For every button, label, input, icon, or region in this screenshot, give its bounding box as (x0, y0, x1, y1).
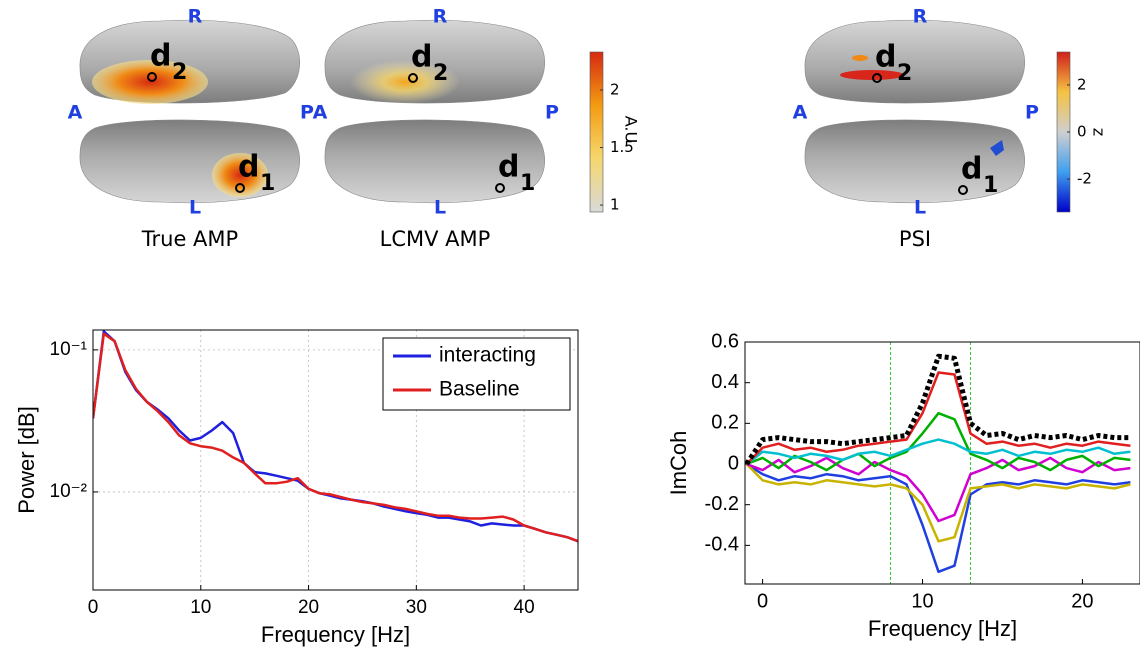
colorbar-label: A.U. (622, 116, 641, 149)
x-tick-label: 30 (406, 597, 427, 618)
source-marker (495, 183, 505, 193)
axes-box (92, 329, 579, 591)
colorbar-label: z (1090, 128, 1109, 136)
x-tick-label: 10 (911, 590, 933, 612)
activation-blob (350, 60, 460, 104)
x-tick-label: 40 (514, 597, 535, 618)
orientation-label: L (434, 197, 446, 219)
y-tick-label: 10⁻¹ (50, 339, 88, 360)
y-axis-label: ImCoh (666, 431, 691, 496)
x-tick-label: 20 (298, 597, 319, 618)
hemisphere-left (324, 119, 545, 204)
activation-blob (92, 60, 208, 104)
colorbar-tick-label: 1 (610, 196, 620, 214)
source-index: 1 (260, 171, 275, 196)
axes-box (744, 341, 1140, 585)
colorbar-tick-label: -2 (1077, 170, 1092, 188)
panel-title: PSI (899, 227, 931, 251)
source-letter: d (961, 152, 982, 187)
colorbar-tick-label: 2 (1077, 75, 1087, 93)
x-axis-label: Frequency [Hz] (261, 622, 410, 647)
source-marker (235, 183, 245, 193)
x-axis-label: Frequency [Hz] (868, 616, 1017, 641)
orientation-label: A (793, 102, 808, 124)
orientation-label: A (68, 102, 83, 124)
panel-title: True AMP (141, 227, 238, 251)
orientation-label: R (188, 6, 203, 28)
orientation-label: R (433, 6, 448, 28)
orientation-label: A (313, 102, 328, 124)
series-line (745, 462, 1131, 574)
x-tick-label: 0 (757, 590, 768, 612)
orientation-label: L (189, 197, 201, 219)
orientation-label: P (300, 102, 314, 124)
legend-label: Baseline (439, 378, 520, 401)
source-letter: d (150, 39, 171, 74)
y-tick-label: 10⁻² (50, 481, 88, 502)
series-line (745, 353, 1131, 466)
x-tick-label: 20 (1071, 590, 1093, 612)
orientation-label: P (545, 102, 559, 124)
colorbar-tick-label: 0 (1077, 123, 1087, 141)
series-line (746, 456, 1131, 523)
source-index: 2 (897, 61, 912, 86)
source-marker (958, 185, 968, 195)
source-index: 1 (983, 173, 998, 198)
series-line (93, 330, 578, 543)
source-letter: d (498, 150, 519, 185)
source-letter: d (875, 40, 896, 75)
source-index: 2 (433, 61, 448, 86)
orientation-label: P (1025, 102, 1039, 124)
source-letter: d (238, 150, 259, 185)
source-marker (872, 73, 882, 83)
activation-blob (852, 55, 868, 61)
plot-area (745, 353, 1131, 574)
series-line (745, 463, 1131, 543)
activation-blob (990, 140, 1004, 156)
y-tick-label: 0.2 (711, 412, 739, 434)
panel-title: LCMV AMP (380, 227, 491, 251)
plot-area (93, 330, 578, 543)
y-tick-label: 0 (728, 452, 739, 474)
source-marker (147, 72, 157, 82)
x-tick-label: 10 (190, 597, 211, 618)
orientation-label: R (913, 6, 928, 28)
y-axis-label: Power [dB] (14, 406, 39, 514)
source-letter: d (411, 40, 432, 75)
series-line (745, 438, 1131, 465)
x-tick-label: 0 (88, 597, 99, 618)
colorbar-tick-label: 1.5 (610, 138, 634, 156)
activation-blob (212, 153, 268, 197)
y-tick-label: -0.4 (705, 534, 739, 556)
source-index: 1 (520, 171, 535, 196)
series-line (93, 332, 578, 543)
source-index: 2 (172, 60, 187, 85)
legend-label: interacting (439, 344, 536, 367)
activation-blob (840, 70, 904, 80)
y-tick-label: 0.4 (711, 371, 739, 393)
source-marker (408, 73, 418, 83)
colorbar-tick-label: 2 (610, 80, 620, 98)
hemisphere-right (804, 19, 1025, 104)
colorbar (589, 51, 604, 213)
y-tick-label: 0.6 (711, 330, 739, 352)
orientation-label: L (914, 197, 926, 219)
series-line (746, 411, 1131, 472)
hemisphere-left (804, 119, 1025, 204)
y-tick-label: -0.2 (705, 493, 739, 515)
legend (382, 337, 571, 411)
series-line (745, 371, 1131, 465)
